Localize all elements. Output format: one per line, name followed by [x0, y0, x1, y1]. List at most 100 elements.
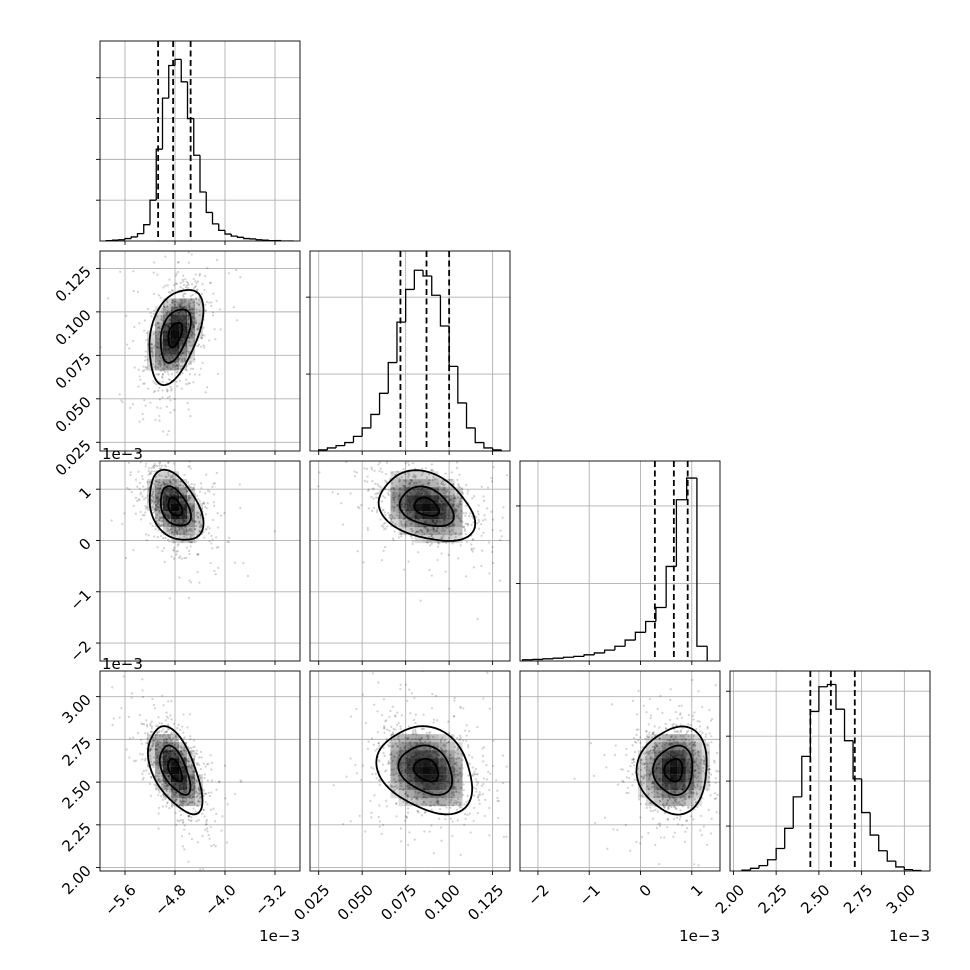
- scatter-point: [372, 487, 375, 490]
- scatter-point: [126, 343, 129, 346]
- scatter-point: [130, 696, 133, 699]
- scatter-point: [218, 308, 222, 311]
- scatter-point: [187, 818, 190, 821]
- scatter-point: [160, 484, 163, 487]
- scatter-point: [453, 497, 456, 500]
- scatter-point: [436, 540, 439, 543]
- scatter-point: [394, 523, 397, 526]
- scatter-point: [449, 801, 452, 804]
- scatter-point: [397, 779, 401, 782]
- scatter-point: [167, 474, 170, 477]
- scatter-point: [151, 738, 155, 742]
- density-cell: [179, 487, 187, 496]
- scatter-point: [436, 558, 439, 562]
- scatter-point: [192, 340, 196, 343]
- scatter-point: [198, 274, 201, 277]
- scatter-point: [171, 289, 174, 292]
- scatter-point: [163, 308, 166, 311]
- scatter-point: [430, 535, 433, 538]
- scatter-point: [505, 765, 508, 768]
- scatter-point: [490, 510, 493, 513]
- scatter-point: [184, 292, 187, 295]
- density-cell: [163, 479, 171, 488]
- scatter-point: [141, 778, 144, 781]
- scatter-point: [193, 786, 196, 789]
- scatter-point: [385, 480, 388, 483]
- scatter-point: [183, 532, 186, 535]
- scatter-point: [404, 815, 408, 818]
- scatter-point: [158, 464, 161, 467]
- scatter-point: [190, 776, 193, 779]
- scatter-point: [414, 737, 417, 740]
- scatter-point: [210, 534, 213, 537]
- scatter-point: [157, 806, 160, 809]
- scatter-point: [420, 876, 422, 878]
- scatter-point: [160, 520, 163, 523]
- scatter-point: [404, 683, 408, 686]
- scatter-point: [476, 510, 480, 513]
- scatter-point: [165, 312, 168, 315]
- scatter-point: [163, 547, 166, 550]
- scatter-point: [421, 531, 424, 534]
- scatter-point: [166, 301, 169, 304]
- scatter-point: [143, 329, 146, 332]
- scatter-point: [188, 305, 191, 308]
- scatter-point: [393, 488, 396, 491]
- scatter-point: [459, 801, 462, 805]
- scatter-point: [501, 516, 504, 519]
- scatter-point: [411, 484, 414, 487]
- scatter-point: [168, 378, 171, 381]
- scatter-point: [128, 756, 131, 759]
- scatter-point: [176, 550, 179, 553]
- scatter-point: [388, 715, 391, 718]
- scatter-point: [349, 757, 352, 760]
- density-cell: [155, 306, 163, 315]
- scatter-point: [415, 481, 418, 485]
- scatter-point: [378, 461, 381, 464]
- scatter-point: [486, 486, 490, 489]
- scatter-point: [141, 474, 144, 478]
- scatter-point: [157, 788, 160, 792]
- scatter-point: [393, 785, 397, 788]
- scatter-point: [190, 329, 193, 332]
- density-cell: [187, 306, 195, 315]
- scatter-point: [207, 834, 210, 837]
- scatter-point: [170, 700, 173, 703]
- density-cell: [398, 742, 407, 751]
- scatter-point: [181, 359, 184, 362]
- scatter-point: [496, 799, 499, 803]
- scatter-point: [197, 819, 200, 822]
- scatter-point: [409, 534, 412, 538]
- density-cell: [414, 471, 423, 480]
- scatter-point: [187, 815, 190, 818]
- scatter-point: [171, 363, 174, 366]
- histogram-bar: [593, 652, 605, 655]
- scatter-point: [430, 707, 434, 710]
- scatter-point: [192, 326, 195, 329]
- scatter-point: [169, 399, 172, 402]
- scatter-point: [188, 796, 191, 799]
- scatter-point: [203, 773, 207, 776]
- scatter-point: [425, 803, 428, 806]
- scatter-point: [164, 438, 166, 440]
- scatter-point: [390, 517, 393, 520]
- scatter-point: [388, 514, 391, 517]
- scatter-point: [414, 721, 417, 725]
- scatter-point: [456, 736, 459, 740]
- density-cell: [438, 527, 447, 536]
- histogram-bar: [186, 81, 194, 120]
- density-cell: [171, 782, 179, 791]
- histogram-bar: [465, 402, 476, 429]
- density-cell: [171, 471, 179, 480]
- density-cell: [147, 742, 155, 751]
- scatter-point: [175, 532, 179, 535]
- scatter-point: [392, 486, 395, 490]
- scatter-point: [246, 574, 250, 578]
- scatter-point: [470, 543, 473, 546]
- scatter-point: [502, 835, 506, 838]
- scatter-point: [399, 725, 402, 728]
- scatter-points: [100, 251, 242, 436]
- scatter-point: [426, 734, 429, 737]
- scatter-point: [403, 819, 406, 822]
- scatter-point: [171, 795, 174, 798]
